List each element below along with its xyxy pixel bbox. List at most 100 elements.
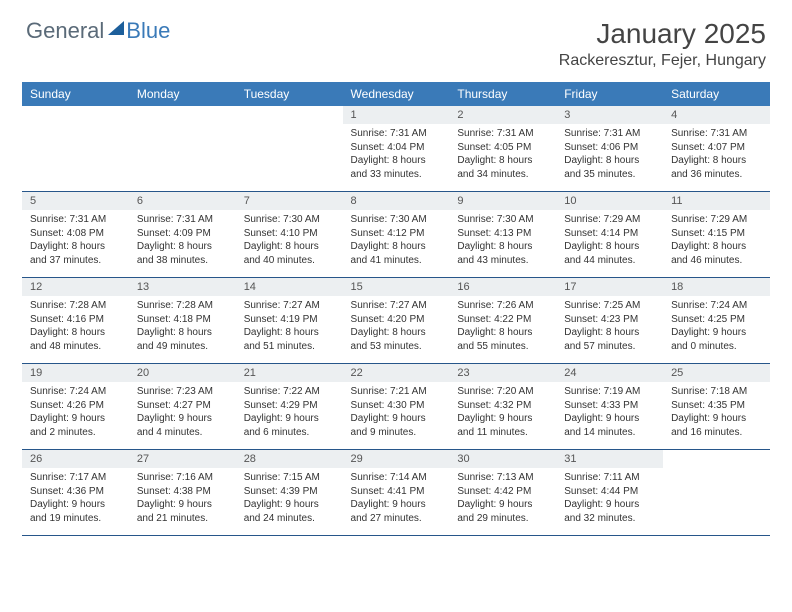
sunrise-line: Sunrise: 7:30 AM	[351, 214, 427, 225]
sunset-line: Sunset: 4:32 PM	[457, 400, 531, 411]
day-number: 28	[236, 450, 343, 468]
sunset-line: Sunset: 4:22 PM	[457, 314, 531, 325]
day-number: 13	[129, 278, 236, 296]
daylight-line: Daylight: 9 hours and 2 minutes.	[30, 413, 105, 438]
day-details: Sunrise: 7:18 AMSunset: 4:35 PMDaylight:…	[663, 382, 770, 449]
sunrise-line: Sunrise: 7:27 AM	[351, 300, 427, 311]
sunset-line: Sunset: 4:29 PM	[244, 400, 318, 411]
calendar-day-cell: 6Sunrise: 7:31 AMSunset: 4:09 PMDaylight…	[129, 192, 236, 278]
sunset-line: Sunset: 4:13 PM	[457, 228, 531, 239]
daylight-line: Daylight: 9 hours and 6 minutes.	[244, 413, 319, 438]
day-details: Sunrise: 7:28 AMSunset: 4:16 PMDaylight:…	[22, 296, 129, 363]
calendar-day-cell: 15Sunrise: 7:27 AMSunset: 4:20 PMDayligh…	[343, 278, 450, 364]
sunset-line: Sunset: 4:26 PM	[30, 400, 104, 411]
day-details: Sunrise: 7:30 AM Sunset: 4:12 PM Daylight:…	[343, 210, 450, 277]
day-number: 3	[556, 106, 663, 124]
calendar-day-cell: 1Sunrise: 7:31 AMSunset: 4:04 PMDaylight…	[343, 106, 450, 192]
daylight-line: Daylight: 8 hours and 41 minutes.	[351, 241, 426, 266]
day-details: Sunrise: 7:31 AMSunset: 4:06 PMDaylight:…	[556, 124, 663, 191]
sunrise-line: Sunrise: 7:15 AM	[244, 472, 320, 483]
day-number: 5	[22, 192, 129, 210]
calendar-day-cell: 5 Sunrise: 7:31 AM Sunset: 4:08 PM Daylight…	[22, 192, 129, 278]
day-number: 26	[22, 450, 129, 468]
daylight-line: Daylight: 8 hours and 37 minutes.	[30, 241, 105, 266]
daylight-line: Daylight: 9 hours and 9 minutes.	[351, 413, 426, 438]
sunrise-line: Sunrise: 7:23 AM	[137, 386, 213, 397]
day-number: 16	[449, 278, 556, 296]
day-details: Sunrise: 7:24 AMSunset: 4:25 PMDaylight:…	[663, 296, 770, 363]
calendar-day-cell: 7Sunrise: 7:30 AMSunset: 4:10 PMDaylight…	[236, 192, 343, 278]
sunset-line: Sunset: 4:09 PM	[137, 228, 211, 239]
day-details: Sunrise: 7:13 AMSunset: 4:42 PMDaylight:…	[449, 468, 556, 535]
day-number: 29	[343, 450, 450, 468]
day-details: Sunrise: 7:31 AMSunset: 4:07 PMDaylight:…	[663, 124, 770, 191]
calendar-day-cell: 4Sunrise: 7:31 AMSunset: 4:07 PMDaylight…	[663, 106, 770, 192]
sunrise-line: Sunrise: 7:22 AM	[244, 386, 320, 397]
calendar-day-cell: 16Sunrise: 7:26 AMSunset: 4:22 PMDayligh…	[449, 278, 556, 364]
calendar-day-cell: 28Sunrise: 7:15 AMSunset: 4:39 PMDayligh…	[236, 450, 343, 536]
sunrise-line: Sunrise: 7:19 AM	[564, 386, 640, 397]
brand-sail-icon	[108, 21, 124, 35]
day-number	[22, 106, 129, 124]
sunset-line: Sunset: 4:16 PM	[30, 314, 104, 325]
calendar-empty-cell	[236, 106, 343, 192]
calendar-day-cell: 17Sunrise: 7:25 AMSunset: 4:23 PMDayligh…	[556, 278, 663, 364]
day-details	[129, 124, 236, 178]
calendar-day-cell: 14Sunrise: 7:27 AMSunset: 4:19 PMDayligh…	[236, 278, 343, 364]
day-number: 30	[449, 450, 556, 468]
sunset-line: Sunset: 4:08 PM	[30, 228, 104, 239]
sunrise-line: Sunrise: 7:20 AM	[457, 386, 533, 397]
day-details: Sunrise: 7:27 AMSunset: 4:19 PMDaylight:…	[236, 296, 343, 363]
daylight-line: Daylight: 9 hours and 27 minutes.	[351, 499, 426, 524]
calendar-day-cell: 22Sunrise: 7:21 AMSunset: 4:30 PMDayligh…	[343, 364, 450, 450]
calendar-day-cell: 9Sunrise: 7:30 AMSunset: 4:13 PMDaylight…	[449, 192, 556, 278]
sunrise-line: Sunrise: 7:31 AM	[351, 128, 427, 139]
month-title: January 2025	[559, 18, 766, 50]
daylight-line: Daylight: 8 hours and 49 minutes.	[137, 327, 212, 352]
sunrise-line: Sunrise: 7:16 AM	[137, 472, 213, 483]
calendar-day-cell: 2Sunrise: 7:31 AMSunset: 4:05 PMDaylight…	[449, 106, 556, 192]
sunset-line: Sunset: 4:44 PM	[564, 486, 638, 497]
brand-name-part1: General	[26, 18, 104, 44]
calendar-table: SundayMondayTuesdayWednesdayThursdayFrid…	[22, 82, 770, 536]
daylight-line: Daylight: 8 hours and 38 minutes.	[137, 241, 212, 266]
calendar-week-row: 26Sunrise: 7:17 AMSunset: 4:36 PMDayligh…	[22, 450, 770, 536]
brand-logo: General Blue	[26, 18, 170, 44]
day-details: Sunrise: 7:24 AMSunset: 4:26 PMDaylight:…	[22, 382, 129, 449]
calendar-body: 1Sunrise: 7:31 AMSunset: 4:04 PMDaylight…	[22, 106, 770, 536]
sunset-line: Sunset: 4:20 PM	[351, 314, 425, 325]
sunset-line: Sunset: 4:39 PM	[244, 486, 318, 497]
daylight-line: Daylight: 8 hours and 57 minutes.	[564, 327, 639, 352]
sunrise-line: Sunrise: 7:29 AM	[564, 214, 640, 225]
daylight-line: Daylight: 8 hours and 33 minutes.	[351, 155, 426, 180]
day-number: 25	[663, 364, 770, 382]
sunrise-line: Sunrise: 7:25 AM	[564, 300, 640, 311]
day-number: 10	[556, 192, 663, 210]
day-number: 2	[449, 106, 556, 124]
day-number: 23	[449, 364, 556, 382]
sunset-line: Sunset: 4:15 PM	[671, 228, 745, 239]
calendar-day-cell: 26Sunrise: 7:17 AMSunset: 4:36 PMDayligh…	[22, 450, 129, 536]
sunset-line: Sunset: 4:07 PM	[671, 142, 745, 153]
sunset-line: Sunset: 4:05 PM	[457, 142, 531, 153]
calendar-day-cell: 21Sunrise: 7:22 AMSunset: 4:29 PMDayligh…	[236, 364, 343, 450]
sunset-line: Sunset: 4:30 PM	[351, 400, 425, 411]
daylight-line: Daylight: 9 hours and 11 minutes.	[457, 413, 532, 438]
calendar-day-cell: 31Sunrise: 7:11 AMSunset: 4:44 PMDayligh…	[556, 450, 663, 536]
sunset-line: Sunset: 4:12 PM	[351, 228, 425, 239]
day-number	[663, 450, 770, 468]
header: General Blue January 2025 Rackeresztur, …	[0, 0, 792, 76]
day-details: Sunrise: 7:26 AMSunset: 4:22 PMDaylight:…	[449, 296, 556, 363]
calendar-day-cell: 24Sunrise: 7:19 AMSunset: 4:33 PMDayligh…	[556, 364, 663, 450]
day-details: Sunrise: 7:16 AMSunset: 4:38 PMDaylight:…	[129, 468, 236, 535]
calendar-day-cell: 12Sunrise: 7:28 AMSunset: 4:16 PMDayligh…	[22, 278, 129, 364]
day-details: Sunrise: 7:29 AMSunset: 4:14 PMDaylight:…	[556, 210, 663, 277]
sunrise-line: Sunrise: 7:31 AM	[30, 214, 106, 225]
weekday-header: Tuesday	[236, 82, 343, 106]
daylight-line: Daylight: 9 hours and 21 minutes.	[137, 499, 212, 524]
sunrise-line: Sunrise: 7:21 AM	[351, 386, 427, 397]
day-details	[22, 124, 129, 178]
daylight-line: Daylight: 9 hours and 4 minutes.	[137, 413, 212, 438]
calendar-week-row: 5 Sunrise: 7:31 AM Sunset: 4:08 PM Daylight…	[22, 192, 770, 278]
brand-name-part2: Blue	[126, 18, 170, 44]
